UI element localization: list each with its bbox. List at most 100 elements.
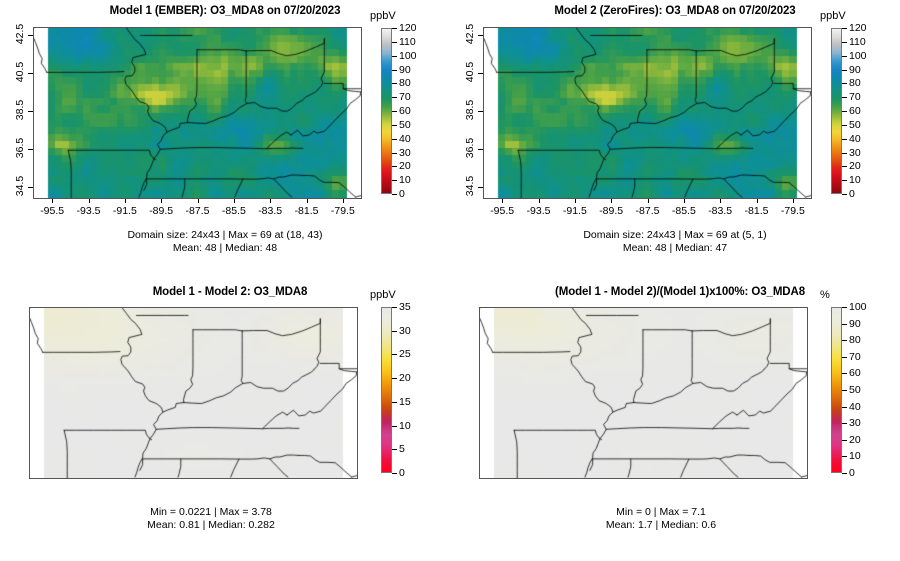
map-plot-area[interactable] <box>33 27 362 199</box>
colorbar-tick-mark <box>392 180 397 182</box>
colorbar-tick-label: 0 <box>849 467 855 479</box>
colorbar-tick-mark <box>392 449 397 451</box>
colorbar-tick-mark <box>392 83 397 85</box>
panel-percent-difference: (Model 1 - Model 2)/(Model 1)x100%: O3_M… <box>450 281 900 561</box>
x-axis-tick <box>720 199 722 203</box>
colorbar-tick-label: 10 <box>849 450 861 463</box>
colorbar-tick-mark <box>392 111 397 112</box>
colorbar-tick-mark <box>392 97 397 99</box>
x-axis-tick-label: -81.5 <box>294 205 319 217</box>
colorbar-tick-label: 10 <box>399 419 411 432</box>
colorbar-tick-label: 0 <box>399 467 405 479</box>
colorbar-tick-mark <box>392 166 397 168</box>
x-axis-tick <box>342 199 344 203</box>
x-axis-tick <box>538 199 540 203</box>
x-axis-tick <box>306 199 308 203</box>
x-axis-tick <box>52 199 54 203</box>
colorbar-tick-label: 70 <box>399 91 411 104</box>
colorbar-tick-mark <box>842 83 847 85</box>
x-axis-tick-label: -81.5 <box>744 205 769 217</box>
x-axis-tick-label: -79.5 <box>780 205 805 217</box>
colorbar-tick-label: 120 <box>849 22 867 34</box>
colorbar-tick-mark <box>842 456 847 458</box>
panel-title: Model 1 - Model 2: O3_MDA8 <box>152 286 308 298</box>
colorbar-tick-label: 110 <box>399 35 416 48</box>
state-boundaries-overlay <box>480 308 807 478</box>
colorbar-tick-mark <box>842 473 847 474</box>
colorbar-tick-mark <box>842 194 847 195</box>
colorbar-tick-mark <box>392 138 397 140</box>
y-axis-tick <box>28 72 33 74</box>
colorbar-tick-label: 60 <box>849 105 861 117</box>
colorbar-unit-label: % <box>820 289 830 301</box>
colorbar-unit-label: ppbV <box>370 289 396 301</box>
colorbar-tick-label: 100 <box>399 49 417 62</box>
colorbar-tick-mark <box>842 423 847 425</box>
colorbar-tick-mark <box>392 41 397 43</box>
colorbar-tick-label: 20 <box>849 433 861 446</box>
colorbar-tick-mark <box>392 425 397 427</box>
colorbar-tick-label: 50 <box>849 384 861 396</box>
y-axis-tick <box>28 111 33 113</box>
colorbar-tick-mark <box>392 194 397 195</box>
x-axis-tick-label: -85.5 <box>671 205 696 217</box>
state-boundaries-overlay <box>484 28 811 198</box>
colorbar-tick-label: 90 <box>849 317 861 330</box>
y-axis-tick-label: 34.5 <box>14 176 26 197</box>
map-plot-area[interactable] <box>29 307 358 479</box>
colorbar-tick-label: 30 <box>849 146 861 159</box>
colorbar-tick-mark <box>842 356 847 358</box>
map-plot-area[interactable] <box>483 27 812 199</box>
map-plot-area[interactable] <box>479 307 808 479</box>
colorbar-unit-label: ppbV <box>370 10 396 22</box>
colorbar-tick-mark <box>392 354 397 356</box>
colorbar-tick-label: 10 <box>399 174 411 187</box>
colorbar-tick-label: 0 <box>399 188 405 200</box>
colorbar-tick-label: 90 <box>399 63 411 76</box>
colorbar-tick-label: 70 <box>849 350 861 363</box>
colorbar-tick-mark <box>392 55 397 57</box>
panel-footer-stats: Min = 0.0221 | Max = 3.78 Mean: 0.81 | M… <box>147 506 275 531</box>
colorbar-gradient <box>381 307 392 473</box>
panel-title: Model 2 (ZeroFires): O3_MDA8 on 07/20/20… <box>554 5 796 17</box>
y-axis-tick-label: 36.5 <box>14 138 26 159</box>
colorbar-tick-label: 15 <box>399 395 411 408</box>
colorbar-tick-mark <box>842 28 847 29</box>
colorbar-tick-label: 120 <box>399 22 417 34</box>
colorbar-tick-label: 30 <box>849 417 861 430</box>
colorbar-tick-mark <box>842 69 847 71</box>
colorbar-tick-mark <box>392 378 397 380</box>
x-axis-tick-label: -93.5 <box>526 205 551 217</box>
y-axis-tick-label: 42.5 <box>14 23 26 44</box>
colorbar-tick-mark <box>842 41 847 43</box>
colorbar-tick-mark <box>392 124 397 126</box>
x-axis-tick <box>161 199 163 203</box>
panel-title: Model 1 (EMBER): O3_MDA8 on 07/20/2023 <box>109 5 341 17</box>
colorbar-tick-label: 60 <box>849 367 861 380</box>
colorbar-tick-label: 40 <box>849 400 861 413</box>
y-axis-tick <box>28 149 33 151</box>
colorbar-tick-label: 90 <box>849 63 861 76</box>
colorbar-tick-mark <box>842 111 847 112</box>
colorbar-tick-label: 30 <box>399 324 411 337</box>
colorbar-tick-label: 50 <box>399 118 411 131</box>
colorbar-tick-mark <box>842 55 847 57</box>
x-axis-tick <box>574 199 576 203</box>
colorbar-tick-label: 5 <box>399 443 405 456</box>
colorbar-tick-label: 80 <box>849 334 861 347</box>
panel-footer-stats: Min = 0 | Max = 7.1 Mean: 1.7 | Median: … <box>605 506 717 531</box>
x-axis-tick-label: -91.5 <box>562 205 587 217</box>
y-axis-tick <box>28 34 33 36</box>
x-axis-tick-label: -89.5 <box>149 205 174 217</box>
colorbar-tick-label: 10 <box>849 174 861 187</box>
colorbar-tick-label: 100 <box>849 49 867 62</box>
x-axis-tick-label: -93.5 <box>76 205 101 217</box>
x-axis-tick <box>502 199 504 203</box>
colorbar-unit-label: ppbV <box>820 10 846 22</box>
colorbar-tick-label: 40 <box>399 132 411 145</box>
x-axis-tick <box>756 199 758 203</box>
x-axis-tick-label: -85.5 <box>221 205 246 217</box>
y-axis-tick <box>478 72 483 74</box>
colorbar-tick-mark <box>842 166 847 168</box>
x-axis-tick <box>611 199 613 203</box>
